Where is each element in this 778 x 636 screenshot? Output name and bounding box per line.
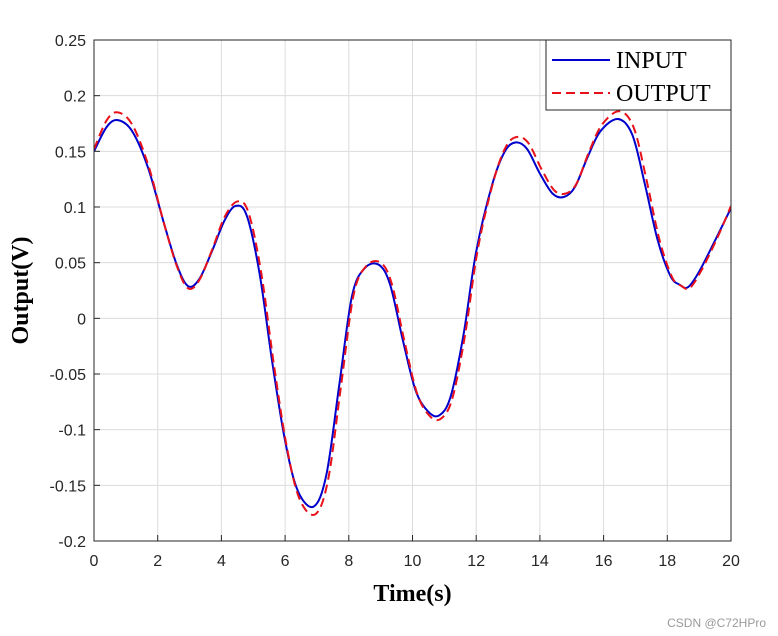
y-tick-label: 0.25 [55, 33, 86, 50]
x-tick-label: 14 [531, 553, 549, 570]
legend: INPUT OUTPUT [545, 39, 732, 111]
x-tick-label: 16 [595, 553, 613, 570]
y-tick-label: -0.1 [58, 423, 86, 440]
series-lines [94, 110, 731, 516]
x-tick-label: 4 [217, 553, 226, 570]
y-tick-label: 0.05 [55, 256, 86, 273]
x-tick-label: 8 [344, 553, 353, 570]
y-tick-label: 0.2 [64, 89, 86, 106]
x-tick-label: 0 [90, 553, 99, 570]
y-tick-label: 0.15 [55, 144, 86, 161]
x-tick-label: 12 [467, 553, 485, 570]
x-axis-label: Time(s) [373, 581, 451, 607]
y-tick-label: -0.05 [50, 367, 87, 384]
x-tick-label: 2 [153, 553, 162, 570]
watermark: CSDN @C72HPro [667, 616, 766, 630]
legend-box [545, 39, 732, 111]
series-line-output [94, 110, 731, 516]
x-tick-label: 20 [722, 553, 740, 570]
y-tick-label: -0.15 [50, 478, 87, 495]
legend-label-output: OUTPUT [616, 81, 711, 107]
ticks: 0 2 4 6 8 10 12 14 16 18 20 -0.2 -0.15 -0.1 -0.05 0 0.05… [50, 33, 740, 570]
y-axis-label: Output(V) [8, 236, 34, 344]
x-tick-label: 6 [281, 553, 290, 570]
y-tick-label: -0.2 [58, 534, 86, 551]
y-tick-label: 0.1 [64, 200, 86, 217]
grid [93, 39, 732, 542]
x-tick-label: 10 [404, 553, 422, 570]
y-tick-label: 0 [77, 311, 86, 328]
x-tick-label: 18 [658, 553, 676, 570]
legend-label-input: INPUT [616, 48, 687, 74]
